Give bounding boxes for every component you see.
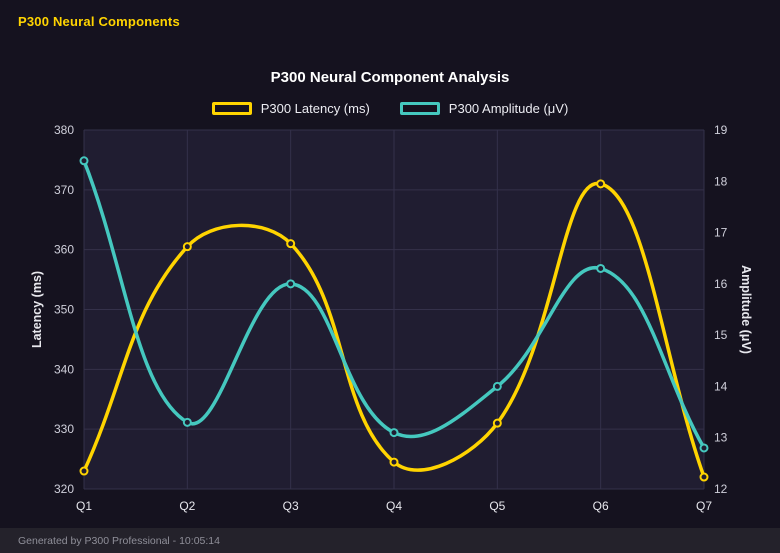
generated-by-text: Generated by P300 Professional - 10:05:1… [18, 534, 220, 547]
amplitude-line-swatch [399, 102, 440, 115]
x-axis-label: Q6 [593, 499, 609, 513]
left-axis-tick: 330 [54, 422, 74, 436]
data-point-latency[interactable] [286, 239, 296, 249]
legend-item-amplitude[interactable]: P300 Amplitude (μV) [399, 101, 569, 116]
data-point-amplitude[interactable] [596, 263, 606, 273]
data-point-latency[interactable] [79, 466, 89, 476]
right-axis-title: Amplitude (μV) [739, 265, 753, 354]
x-axis-label: Q2 [179, 499, 195, 513]
right-axis-tick: 14 [714, 379, 728, 393]
status-bar: Generated by P300 Professional - 10:05:1… [0, 528, 780, 553]
x-axis-label: Q4 [386, 499, 402, 513]
right-axis-tick: 18 [714, 174, 728, 188]
data-point-latency[interactable] [596, 179, 606, 189]
data-point-latency[interactable] [389, 457, 399, 467]
left-axis-tick: 360 [54, 243, 74, 257]
right-axis-tick: 13 [714, 431, 728, 445]
legend-label-amplitude: P300 Amplitude (μV) [448, 101, 569, 116]
left-axis-tick: 370 [54, 183, 74, 197]
x-axis-label: Q7 [696, 499, 712, 513]
data-point-amplitude[interactable] [699, 443, 709, 453]
data-point-amplitude[interactable] [286, 279, 296, 289]
data-point-amplitude[interactable] [79, 156, 89, 166]
right-axis-tick: 15 [714, 328, 728, 342]
left-axis-tick: 380 [54, 123, 74, 137]
data-point-latency[interactable] [699, 472, 709, 482]
right-axis-tick: 17 [714, 226, 728, 240]
data-point-amplitude[interactable] [182, 417, 192, 427]
x-axis-label: Q1 [76, 499, 92, 513]
data-point-latency[interactable] [182, 242, 192, 252]
left-axis-tick: 340 [54, 362, 74, 376]
data-point-latency[interactable] [492, 418, 502, 428]
left-axis-tick: 320 [54, 482, 74, 496]
x-axis-label: Q3 [283, 499, 299, 513]
page-title: P300 Neural Components [18, 14, 180, 29]
chart-title: P300 Neural Component Analysis [270, 69, 510, 86]
chart-legend: P300 Latency (ms) P300 Amplitude (μV) [0, 101, 780, 116]
legend-label-latency: P300 Latency (ms) [260, 101, 370, 116]
data-point-amplitude[interactable] [492, 381, 502, 391]
left-axis-title: Latency (ms) [30, 271, 44, 348]
data-point-amplitude[interactable] [389, 428, 399, 438]
right-axis-tick: 19 [714, 123, 728, 137]
right-axis-tick: 16 [714, 277, 728, 291]
right-axis-tick: 12 [714, 482, 728, 496]
latency-line-swatch [211, 102, 252, 115]
x-axis-label: Q5 [489, 499, 505, 513]
legend-item-latency[interactable]: P300 Latency (ms) [211, 101, 370, 116]
left-axis-tick: 350 [54, 303, 74, 317]
